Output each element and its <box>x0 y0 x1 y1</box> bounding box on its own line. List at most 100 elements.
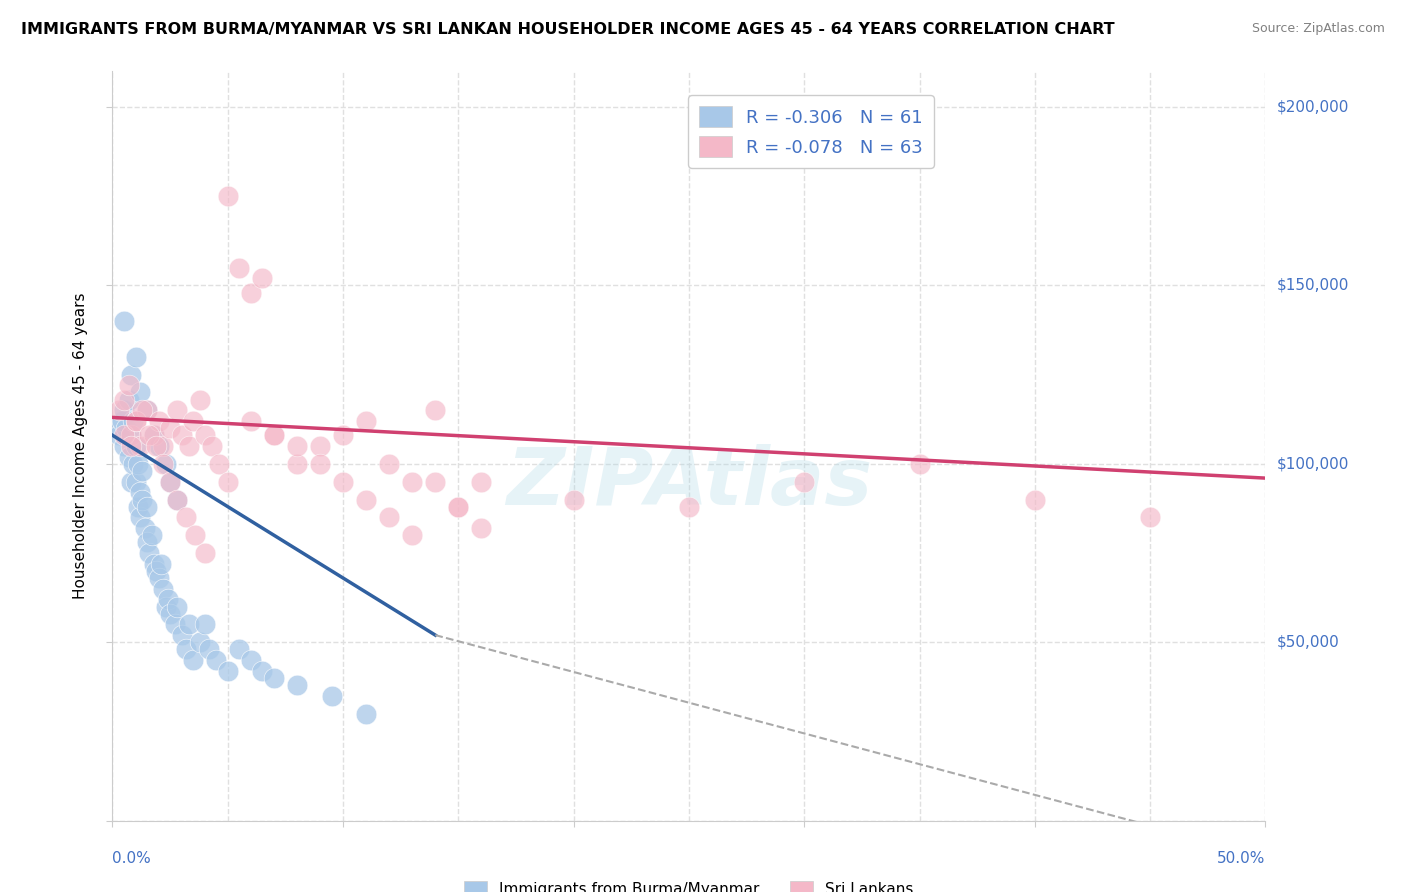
Point <box>155 457 177 471</box>
Point <box>470 521 492 535</box>
Point <box>194 546 217 560</box>
Point <box>129 385 152 400</box>
Point <box>134 521 156 535</box>
Point <box>170 428 193 442</box>
Point <box>401 528 423 542</box>
Point <box>148 439 170 453</box>
Point <box>1024 492 1046 507</box>
Point <box>159 421 181 435</box>
Point <box>184 528 207 542</box>
Point <box>131 492 153 507</box>
Point <box>122 414 145 428</box>
Point <box>105 421 128 435</box>
Point <box>120 368 142 382</box>
Point <box>228 642 250 657</box>
Point <box>217 664 239 678</box>
Point <box>285 457 308 471</box>
Point <box>122 457 145 471</box>
Point <box>112 392 135 407</box>
Point <box>138 546 160 560</box>
Point <box>181 653 204 667</box>
Point <box>470 475 492 489</box>
Point <box>120 475 142 489</box>
Point <box>152 582 174 596</box>
Point <box>112 403 135 417</box>
Point <box>170 628 193 642</box>
Point <box>143 428 166 442</box>
Point <box>159 607 181 621</box>
Point <box>155 599 177 614</box>
Text: $150,000: $150,000 <box>1277 278 1348 293</box>
Point <box>207 457 229 471</box>
Text: ZIPAtlas: ZIPAtlas <box>506 444 872 523</box>
Point <box>263 671 285 685</box>
Point <box>163 617 186 632</box>
Point <box>194 617 217 632</box>
Point <box>136 500 159 514</box>
Point <box>425 475 447 489</box>
Point <box>159 475 181 489</box>
Point <box>177 439 200 453</box>
Point <box>148 414 170 428</box>
Point <box>148 571 170 585</box>
Point <box>217 189 239 203</box>
Point <box>129 510 152 524</box>
Point <box>194 428 217 442</box>
Text: Source: ZipAtlas.com: Source: ZipAtlas.com <box>1251 22 1385 36</box>
Point <box>332 475 354 489</box>
Point <box>239 653 262 667</box>
Point <box>401 475 423 489</box>
Point <box>136 403 159 417</box>
Point <box>285 439 308 453</box>
Point <box>117 392 139 407</box>
Text: 50.0%: 50.0% <box>1218 851 1265 866</box>
Point <box>120 428 142 442</box>
Point <box>252 664 274 678</box>
Text: $50,000: $50,000 <box>1277 635 1340 649</box>
Point <box>152 439 174 453</box>
Point <box>239 285 262 300</box>
Point <box>124 475 146 489</box>
Point <box>252 271 274 285</box>
Point <box>145 439 167 453</box>
Point <box>378 457 401 471</box>
Point <box>205 653 228 667</box>
Point <box>908 457 931 471</box>
Legend: Immigrants from Burma/Myanmar, Sri Lankans: Immigrants from Burma/Myanmar, Sri Lanka… <box>457 873 921 892</box>
Point <box>129 485 152 500</box>
Point <box>124 414 146 428</box>
Point <box>143 557 166 571</box>
Point <box>131 464 153 478</box>
Point <box>156 592 179 607</box>
Point <box>117 450 139 464</box>
Point <box>127 500 149 514</box>
Point <box>112 439 135 453</box>
Point <box>149 557 172 571</box>
Point <box>174 510 197 524</box>
Point <box>217 475 239 489</box>
Y-axis label: Householder Income Ages 45 - 64 years: Householder Income Ages 45 - 64 years <box>73 293 89 599</box>
Point <box>263 428 285 442</box>
Point <box>145 564 167 578</box>
Point <box>354 414 377 428</box>
Point <box>332 428 354 442</box>
Point <box>174 642 197 657</box>
Point <box>447 500 470 514</box>
Point <box>152 457 174 471</box>
Text: $100,000: $100,000 <box>1277 457 1348 471</box>
Point <box>678 500 700 514</box>
Point <box>354 706 377 721</box>
Point <box>108 403 131 417</box>
Point <box>285 678 308 692</box>
Point <box>425 403 447 417</box>
Point <box>228 260 250 275</box>
Point <box>115 421 138 435</box>
Point <box>111 414 134 428</box>
Point <box>166 599 188 614</box>
Text: $200,000: $200,000 <box>1277 100 1348 114</box>
Point <box>136 535 159 549</box>
Point <box>166 492 188 507</box>
Point <box>124 414 146 428</box>
Point <box>159 475 181 489</box>
Point <box>127 457 149 471</box>
